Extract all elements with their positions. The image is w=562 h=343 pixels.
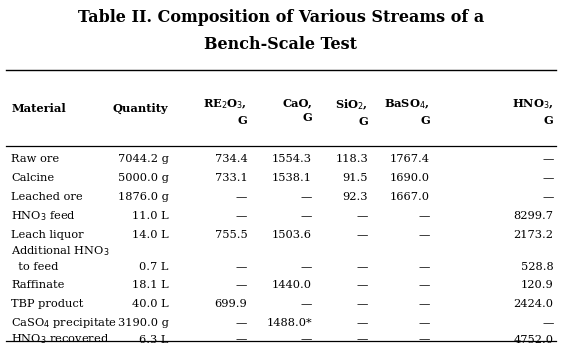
Text: 5000.0 g: 5000.0 g xyxy=(117,173,169,184)
Text: 0.7 L: 0.7 L xyxy=(139,262,169,272)
Text: —: — xyxy=(419,318,430,328)
Text: —: — xyxy=(236,211,247,221)
Text: 92.3: 92.3 xyxy=(343,192,368,202)
Text: 14.0 L: 14.0 L xyxy=(132,230,169,240)
Text: —: — xyxy=(357,334,368,343)
Text: to feed: to feed xyxy=(11,262,58,272)
Text: TBP product: TBP product xyxy=(11,299,84,309)
Text: —: — xyxy=(236,280,247,291)
Text: Material: Material xyxy=(11,103,66,114)
Text: BaSO$_4$,
G: BaSO$_4$, G xyxy=(384,98,430,126)
Text: HNO$_3$,
G: HNO$_3$, G xyxy=(512,98,554,126)
Text: Table II. Composition of Various Streams of a: Table II. Composition of Various Streams… xyxy=(78,9,484,26)
Text: —: — xyxy=(357,211,368,221)
Text: 7044.2 g: 7044.2 g xyxy=(117,154,169,165)
Text: CaO,
G: CaO, G xyxy=(282,98,312,123)
Text: —: — xyxy=(542,173,554,184)
Text: HNO$_3$ feed: HNO$_3$ feed xyxy=(11,209,76,223)
Text: 1488.0*: 1488.0* xyxy=(266,318,312,328)
Text: —: — xyxy=(419,334,430,343)
Text: Leach liquor: Leach liquor xyxy=(11,230,84,240)
Text: 3190.0 g: 3190.0 g xyxy=(117,318,169,328)
Text: 1667.0: 1667.0 xyxy=(390,192,430,202)
Text: —: — xyxy=(419,230,430,240)
Text: 1440.0: 1440.0 xyxy=(272,280,312,291)
Text: 733.1: 733.1 xyxy=(215,173,247,184)
Text: —: — xyxy=(419,280,430,291)
Text: —: — xyxy=(357,299,368,309)
Text: —: — xyxy=(301,262,312,272)
Text: 11.0 L: 11.0 L xyxy=(132,211,169,221)
Text: Calcine: Calcine xyxy=(11,173,55,184)
Text: —: — xyxy=(357,318,368,328)
Text: —: — xyxy=(236,262,247,272)
Text: —: — xyxy=(236,192,247,202)
Text: 40.0 L: 40.0 L xyxy=(132,299,169,309)
Text: Leached ore: Leached ore xyxy=(11,192,83,202)
Text: —: — xyxy=(236,318,247,328)
Text: —: — xyxy=(301,299,312,309)
Text: —: — xyxy=(236,334,247,343)
Text: 4752.0: 4752.0 xyxy=(514,334,554,343)
Text: 1503.6: 1503.6 xyxy=(272,230,312,240)
Text: —: — xyxy=(419,211,430,221)
Text: 91.5: 91.5 xyxy=(343,173,368,184)
Text: 18.1 L: 18.1 L xyxy=(132,280,169,291)
Text: 120.9: 120.9 xyxy=(521,280,554,291)
Text: —: — xyxy=(542,154,554,165)
Text: 1554.3: 1554.3 xyxy=(272,154,312,165)
Text: 755.5: 755.5 xyxy=(215,230,247,240)
Text: HNO$_3$ recovered: HNO$_3$ recovered xyxy=(11,333,109,343)
Text: 1767.4: 1767.4 xyxy=(390,154,430,165)
Text: 2173.2: 2173.2 xyxy=(514,230,554,240)
Text: 8299.7: 8299.7 xyxy=(514,211,554,221)
Text: Raffinate: Raffinate xyxy=(11,280,65,291)
Text: 6.3 L: 6.3 L xyxy=(139,334,169,343)
Text: —: — xyxy=(357,280,368,291)
Text: 734.4: 734.4 xyxy=(215,154,247,165)
Text: SiO$_2$,
G: SiO$_2$, G xyxy=(336,98,368,127)
Text: CaSO$_4$ precipitate: CaSO$_4$ precipitate xyxy=(11,316,117,330)
Text: —: — xyxy=(419,262,430,272)
Text: 1876.0 g: 1876.0 g xyxy=(117,192,169,202)
Text: —: — xyxy=(301,211,312,221)
Text: Raw ore: Raw ore xyxy=(11,154,60,165)
Text: Quantity: Quantity xyxy=(113,103,169,114)
Text: 1538.1: 1538.1 xyxy=(272,173,312,184)
Text: 1690.0: 1690.0 xyxy=(390,173,430,184)
Text: Additional HNO$_3$: Additional HNO$_3$ xyxy=(11,244,110,258)
Text: —: — xyxy=(542,318,554,328)
Text: —: — xyxy=(357,262,368,272)
Text: —: — xyxy=(419,299,430,309)
Text: —: — xyxy=(301,334,312,343)
Text: 528.8: 528.8 xyxy=(521,262,554,272)
Text: Bench-Scale Test: Bench-Scale Test xyxy=(205,36,357,53)
Text: 118.3: 118.3 xyxy=(336,154,368,165)
Text: RE$_2$O$_3$,
G: RE$_2$O$_3$, G xyxy=(203,98,247,126)
Text: —: — xyxy=(357,230,368,240)
Text: —: — xyxy=(301,192,312,202)
Text: 2424.0: 2424.0 xyxy=(514,299,554,309)
Text: 699.9: 699.9 xyxy=(215,299,247,309)
Text: —: — xyxy=(542,192,554,202)
